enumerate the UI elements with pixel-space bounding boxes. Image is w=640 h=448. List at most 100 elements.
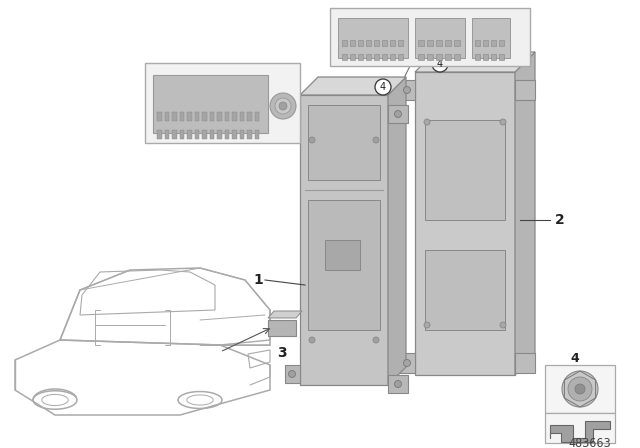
Text: 4: 4	[380, 82, 386, 92]
Text: 4: 4	[571, 352, 579, 365]
Circle shape	[562, 371, 598, 407]
Bar	[255, 112, 259, 121]
Circle shape	[424, 119, 430, 125]
Polygon shape	[400, 80, 415, 100]
Polygon shape	[285, 105, 300, 123]
Bar	[445, 40, 451, 46]
Bar	[247, 112, 252, 121]
Bar	[382, 54, 387, 60]
Circle shape	[568, 377, 592, 401]
Circle shape	[432, 56, 448, 72]
Bar	[418, 54, 424, 60]
Bar	[232, 130, 237, 139]
Polygon shape	[300, 77, 406, 95]
Bar	[255, 130, 259, 139]
Circle shape	[270, 93, 296, 119]
Polygon shape	[300, 95, 388, 385]
Bar	[499, 40, 504, 46]
Bar	[239, 130, 244, 139]
Bar	[472, 18, 510, 58]
Text: 1: 1	[253, 273, 263, 287]
Circle shape	[424, 322, 430, 328]
Bar	[436, 54, 442, 60]
Bar	[195, 130, 199, 139]
Circle shape	[500, 119, 506, 125]
Bar	[268, 320, 296, 336]
Bar	[209, 112, 214, 121]
Bar	[342, 54, 347, 60]
Circle shape	[275, 98, 291, 114]
Polygon shape	[415, 72, 515, 375]
Bar	[187, 112, 191, 121]
Bar	[366, 40, 371, 46]
Text: 2: 2	[555, 213, 565, 227]
Bar	[358, 40, 363, 46]
Polygon shape	[388, 105, 408, 123]
Circle shape	[373, 137, 379, 143]
Polygon shape	[515, 52, 535, 375]
Bar	[338, 18, 408, 58]
Bar	[398, 40, 403, 46]
Circle shape	[403, 359, 410, 366]
Polygon shape	[515, 80, 535, 100]
Bar	[225, 112, 229, 121]
Circle shape	[373, 337, 379, 343]
Polygon shape	[515, 353, 535, 373]
Text: 4: 4	[437, 59, 443, 69]
Bar	[172, 130, 177, 139]
Polygon shape	[415, 52, 535, 72]
Bar	[187, 130, 191, 139]
Bar	[427, 40, 433, 46]
Bar	[445, 54, 451, 60]
Bar	[415, 18, 465, 58]
Bar	[153, 75, 268, 133]
Text: 3: 3	[277, 346, 287, 360]
Bar	[390, 40, 395, 46]
Bar	[374, 40, 379, 46]
Bar	[427, 54, 433, 60]
Circle shape	[309, 337, 315, 343]
Bar	[545, 365, 615, 413]
Bar	[491, 40, 496, 46]
Bar	[350, 54, 355, 60]
Bar	[232, 112, 237, 121]
Circle shape	[394, 380, 401, 388]
Circle shape	[500, 322, 506, 328]
Circle shape	[403, 86, 410, 94]
Bar	[217, 130, 221, 139]
Circle shape	[289, 370, 296, 378]
Bar	[325, 240, 360, 270]
Polygon shape	[550, 421, 610, 442]
Text: 483663: 483663	[568, 436, 611, 448]
Bar	[308, 105, 380, 180]
Bar	[491, 54, 496, 60]
Bar	[374, 54, 379, 60]
Bar	[382, 40, 387, 46]
Polygon shape	[285, 365, 300, 383]
Polygon shape	[268, 311, 302, 318]
Bar	[330, 8, 530, 66]
Bar	[247, 130, 252, 139]
Bar	[418, 40, 424, 46]
Bar	[202, 112, 207, 121]
Bar	[209, 130, 214, 139]
Bar	[342, 40, 347, 46]
Bar	[239, 112, 244, 121]
Bar	[425, 250, 505, 330]
Bar	[172, 112, 177, 121]
Bar	[195, 112, 199, 121]
Circle shape	[289, 111, 296, 117]
Bar	[475, 54, 480, 60]
Circle shape	[394, 111, 401, 117]
Bar	[499, 54, 504, 60]
Bar	[436, 40, 442, 46]
Polygon shape	[400, 353, 415, 373]
Bar	[475, 40, 480, 46]
Bar	[483, 40, 488, 46]
Circle shape	[279, 102, 287, 110]
Bar	[164, 130, 169, 139]
Bar	[179, 130, 184, 139]
Bar	[358, 54, 363, 60]
Bar	[454, 40, 460, 46]
Bar	[366, 54, 371, 60]
